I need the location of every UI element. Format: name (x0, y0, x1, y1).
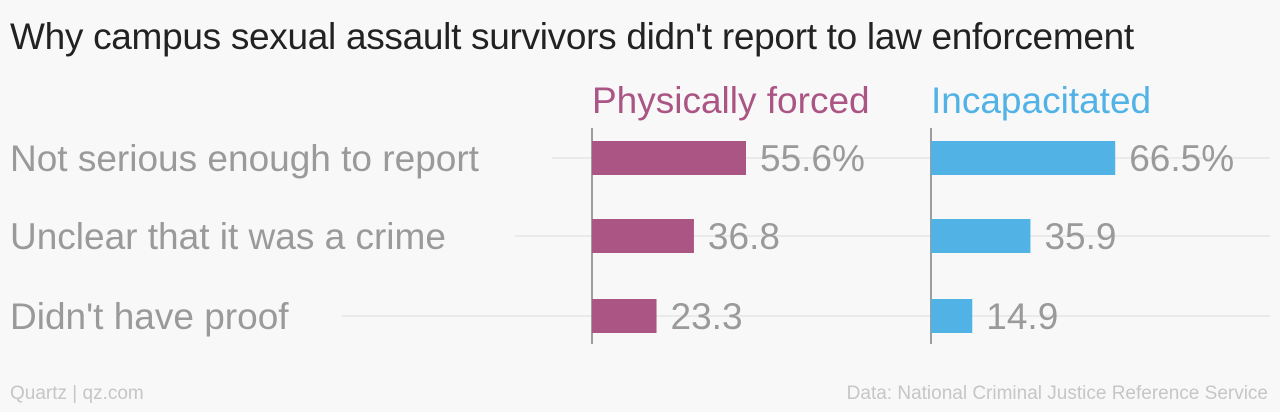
series-title: Incapacitated (931, 80, 1151, 121)
source-text: Data: National Criminal Justice Referenc… (846, 383, 1268, 404)
data-label: 14.9 (986, 296, 1058, 337)
category-label: Not serious enough to report (10, 138, 480, 179)
data-label: 23.3 (671, 296, 743, 337)
bar (931, 141, 1116, 175)
data-label: 55.6% (760, 138, 865, 179)
data-label: 66.5% (1129, 138, 1234, 179)
credit-text: Quartz | qz.com (10, 383, 144, 404)
series-title: Physically forced (592, 80, 870, 121)
data-label: 36.8 (708, 216, 780, 257)
bar (592, 299, 657, 333)
bar (592, 141, 747, 175)
chart-title: Why campus sexual assault survivors didn… (10, 16, 1134, 57)
category-label: Didn't have proof (10, 296, 289, 337)
bar (592, 219, 694, 253)
bar (931, 299, 973, 333)
category-label: Unclear that it was a crime (10, 216, 446, 257)
bar (931, 219, 1031, 253)
data-label: 35.9 (1044, 216, 1116, 257)
